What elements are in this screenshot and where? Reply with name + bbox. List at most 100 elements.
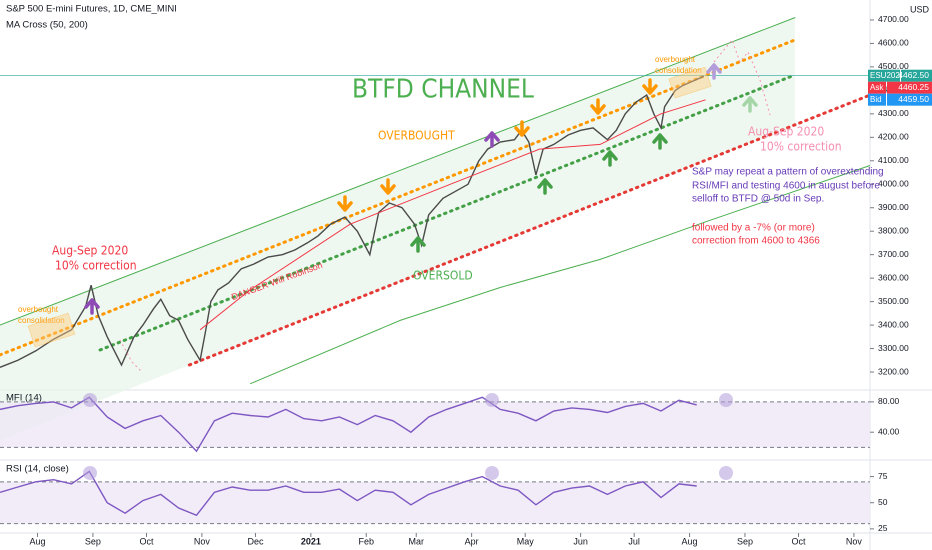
series-line [0,396,697,453]
annotation: consolidation [655,66,702,75]
projection [119,339,143,373]
x-tick-label: Apr [465,536,479,546]
x-tick-label: Nov [846,536,863,546]
annotation: OVERSOLD [413,269,473,283]
y-tick-label: 25 [878,523,888,533]
y-tick-label: 50 [878,497,888,507]
y-tick-label: 3400.00 [878,319,909,329]
arrow [602,150,618,167]
y-tick-label: 4100.00 [878,155,909,165]
trendline [0,38,797,357]
annotation: Aug-Sep 2020 [52,244,128,258]
x-tick-label: May [517,536,535,546]
x-tick-label: Jul [628,536,640,546]
consolidation-box [27,312,76,348]
chart-title: S&P 500 E-mini Futures, 1D, CME_MINI [6,4,177,15]
annotation: consolidation [18,316,65,325]
highlight [83,466,97,480]
y-tick-label: 40.00 [878,426,900,436]
arrow [484,131,500,148]
plot: 3200.00 3300.00 3400.00 3500.00 3600.00 3700.… [0,14,932,546]
annotation: 10% correction [760,140,842,154]
series-line [199,99,706,331]
x-tick-label: Feb [358,536,374,546]
price-tag-name: Ask [870,83,884,92]
annotation: BTFD CHANNEL [352,75,534,105]
x-tick-label: Sep [737,536,753,546]
price-tag-name-bg [868,69,900,82]
arrow [84,298,100,315]
highlight [485,466,499,480]
arrow [742,96,758,113]
x-tick-label: Aug [30,536,46,546]
y-tick-label: 3500.00 [878,296,909,306]
highlight [485,393,499,407]
annotation: OVERBOUGHT [378,129,455,143]
annotation: correction from 4600 to 4366 [692,236,820,247]
x-tick-label: Jun [573,536,588,546]
highlight [719,466,733,480]
annotation: S&P may repeat a pattern of overextendin… [692,167,884,178]
y-tick-label: 4600.00 [878,38,909,48]
annotation: overbought [18,305,59,314]
highlight [83,393,97,407]
indicator-label: MA Cross (50, 200) [6,20,88,31]
arrow [380,178,396,195]
arrow [514,120,530,137]
arrow [337,195,353,212]
trendline [187,93,872,367]
consolidation-box [668,66,712,99]
trendline [98,73,797,352]
currency: USD [910,4,930,14]
price-tag-name-bg [868,81,886,94]
annotation: 10% correction [55,259,137,273]
band [0,481,870,524]
x-tick-label: Oct [792,536,807,546]
y-tick-label: 4500.00 [878,61,909,71]
band [0,401,870,448]
price-tag-bg [887,93,932,106]
x-tick-label: Aug [682,536,698,546]
x-tick-label: Mar [408,536,424,546]
arrow [652,133,668,150]
series-line [0,75,705,368]
arrow [642,78,658,95]
x-tick-label: Nov [194,536,211,546]
projection [713,39,771,116]
y-tick-label: 80.00 [878,396,900,406]
series-line [249,165,871,385]
annotation: RSI/MFI and testing 4600 in august befor… [692,181,880,192]
y-tick-label: 4300.00 [878,108,909,118]
price-tag-bg [887,81,932,94]
price-tag-name: ESU2021 [870,71,905,80]
arrow [410,236,426,253]
price-tag-name: Bid [870,95,882,104]
y-tick-label: 3200.00 [878,366,909,376]
y-tick-label: 4200.00 [878,132,909,142]
annotation: selloff to BTFD @ 50d in Sep. [692,194,824,205]
y-tick-label: 4000.00 [878,179,909,189]
series-line [0,470,697,517]
price-tag-value: 4459.50 [898,94,929,104]
x-tick-label: 2021 [301,536,321,546]
y-tick-label: 3600.00 [878,272,909,282]
y-tick-label: 3300.00 [878,343,909,353]
x-tick-label: Sep [85,536,101,546]
channel-fill [0,17,795,441]
annotation: followed by a -7% (or more) [692,223,815,234]
x-tick-label: Dec [247,536,264,546]
y-tick-label: 3700.00 [878,249,909,259]
indicator-label: MFI (14) [6,393,42,404]
y-tick-label: 4700.00 [878,14,909,24]
arrow [706,63,722,80]
price-tag-name-bg [868,93,886,106]
trendline [0,17,796,326]
price-tag-value: 4462.50 [898,70,929,80]
highlight [719,393,733,407]
price-tag-bg [901,69,932,82]
arrow [590,98,606,115]
y-tick-label: 3800.00 [878,225,909,235]
annotation: Aug-Sep 2020 [748,125,824,139]
y-tick-label: 75 [878,471,888,481]
